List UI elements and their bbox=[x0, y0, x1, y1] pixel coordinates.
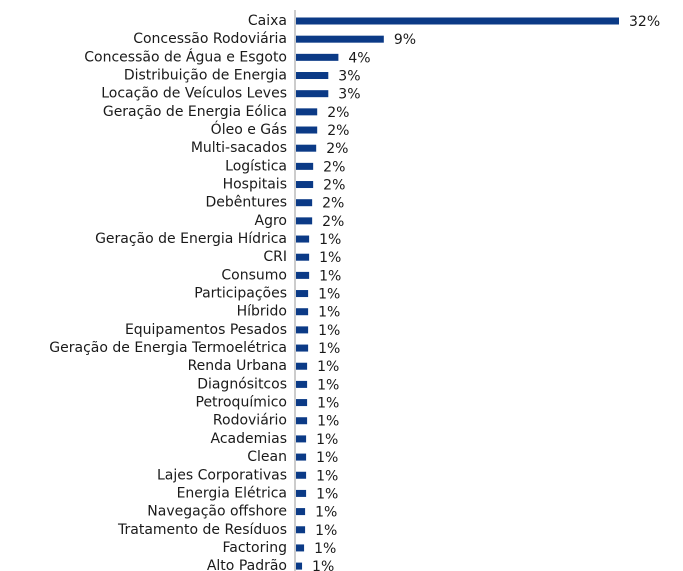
bar bbox=[296, 108, 318, 116]
category-label: Hospitais bbox=[223, 177, 287, 193]
value-label: 1% bbox=[315, 505, 337, 521]
category-label: Academias bbox=[210, 431, 287, 447]
bar bbox=[296, 199, 313, 207]
value-label: 1% bbox=[319, 268, 341, 284]
category-label: Lajes Corporativas bbox=[157, 467, 287, 483]
category-label: Caixa bbox=[248, 13, 287, 29]
value-label: 2% bbox=[322, 214, 344, 230]
value-label: 4% bbox=[348, 50, 370, 66]
bar bbox=[296, 53, 339, 61]
value-label: 3% bbox=[338, 69, 360, 85]
category-label: Híbrido bbox=[237, 304, 287, 320]
bar bbox=[296, 326, 309, 334]
category-label: Logística bbox=[225, 158, 287, 174]
bar bbox=[296, 417, 308, 425]
bar bbox=[296, 181, 314, 189]
value-label: 1% bbox=[316, 432, 338, 448]
value-label: 1% bbox=[318, 287, 340, 303]
bar bbox=[296, 253, 310, 261]
value-label: 1% bbox=[317, 359, 339, 375]
bar bbox=[296, 308, 309, 316]
category-label: Consumo bbox=[221, 267, 287, 283]
bar bbox=[296, 17, 619, 25]
bar bbox=[296, 290, 309, 298]
bar bbox=[296, 35, 384, 43]
bar bbox=[296, 380, 308, 388]
value-label: 1% bbox=[317, 377, 339, 393]
bar bbox=[296, 562, 303, 570]
bar bbox=[296, 217, 313, 225]
category-label: Geração de Energia Eólica bbox=[103, 104, 287, 120]
value-label: 2% bbox=[322, 196, 344, 212]
bar bbox=[296, 544, 305, 552]
value-label: 2% bbox=[323, 178, 345, 194]
bar bbox=[296, 72, 329, 80]
value-label: 1% bbox=[316, 468, 338, 484]
value-label: 1% bbox=[312, 559, 334, 571]
category-label: Distribuição de Energia bbox=[124, 68, 287, 84]
category-label: Petroquímico bbox=[196, 395, 288, 411]
value-label: 1% bbox=[318, 305, 340, 321]
category-label: Locação de Veículos Leves bbox=[101, 86, 287, 102]
value-label: 2% bbox=[326, 141, 348, 157]
value-label: 1% bbox=[319, 232, 341, 248]
value-label: 1% bbox=[317, 396, 339, 412]
category-label: Geração de Energia Hídrica bbox=[95, 231, 287, 247]
value-label: 1% bbox=[318, 341, 340, 357]
category-label: Diagnósitcos bbox=[197, 376, 287, 392]
value-label: 1% bbox=[314, 541, 336, 557]
value-label: 1% bbox=[319, 250, 341, 266]
category-label: Renda Urbana bbox=[188, 358, 287, 374]
bar bbox=[296, 90, 329, 98]
category-label: Alto Padrão bbox=[207, 558, 287, 571]
category-label: Energia Elétrica bbox=[177, 485, 287, 501]
bar bbox=[296, 453, 307, 461]
category-label: Rodoviário bbox=[213, 413, 287, 429]
value-label: 2% bbox=[327, 105, 349, 121]
value-label: 1% bbox=[315, 523, 337, 539]
category-label: Agro bbox=[255, 213, 287, 229]
category-label: Equipamentos Pesados bbox=[125, 322, 287, 338]
category-label: Navegação offshore bbox=[147, 504, 287, 520]
value-label: 3% bbox=[338, 87, 360, 103]
category-label: Geração de Energia Termoelétrica bbox=[49, 340, 287, 356]
category-label: Participações bbox=[194, 286, 287, 302]
bar bbox=[296, 471, 307, 479]
value-label: 1% bbox=[317, 414, 339, 430]
category-label: CRI bbox=[263, 249, 287, 265]
value-label: 9% bbox=[394, 32, 416, 48]
category-label: Multi-sacados bbox=[191, 140, 287, 156]
bar bbox=[296, 126, 318, 134]
category-label: Factoring bbox=[222, 540, 287, 556]
bar bbox=[296, 508, 306, 516]
category-label: Debêntures bbox=[206, 195, 287, 211]
category-label: Concessão de Água e Esgoto bbox=[84, 48, 287, 65]
bar bbox=[296, 399, 308, 407]
value-label: 2% bbox=[327, 123, 349, 139]
value-label: 32% bbox=[629, 14, 660, 30]
category-label: Tratamento de Resíduos bbox=[117, 522, 287, 538]
bar bbox=[296, 271, 310, 279]
value-label: 2% bbox=[323, 159, 345, 175]
bar bbox=[296, 489, 307, 497]
category-label: Óleo e Gás bbox=[211, 120, 287, 138]
bar bbox=[296, 526, 306, 534]
bar bbox=[296, 362, 308, 370]
value-label: 1% bbox=[316, 486, 338, 502]
bar bbox=[296, 344, 309, 352]
bar bbox=[296, 435, 307, 443]
bar bbox=[296, 235, 310, 243]
value-label: 1% bbox=[316, 450, 338, 466]
bar bbox=[296, 144, 317, 152]
category-label: Concessão Rodoviária bbox=[133, 31, 287, 47]
bar bbox=[296, 162, 314, 170]
value-label: 1% bbox=[318, 323, 340, 339]
category-label: Clean bbox=[247, 449, 287, 465]
